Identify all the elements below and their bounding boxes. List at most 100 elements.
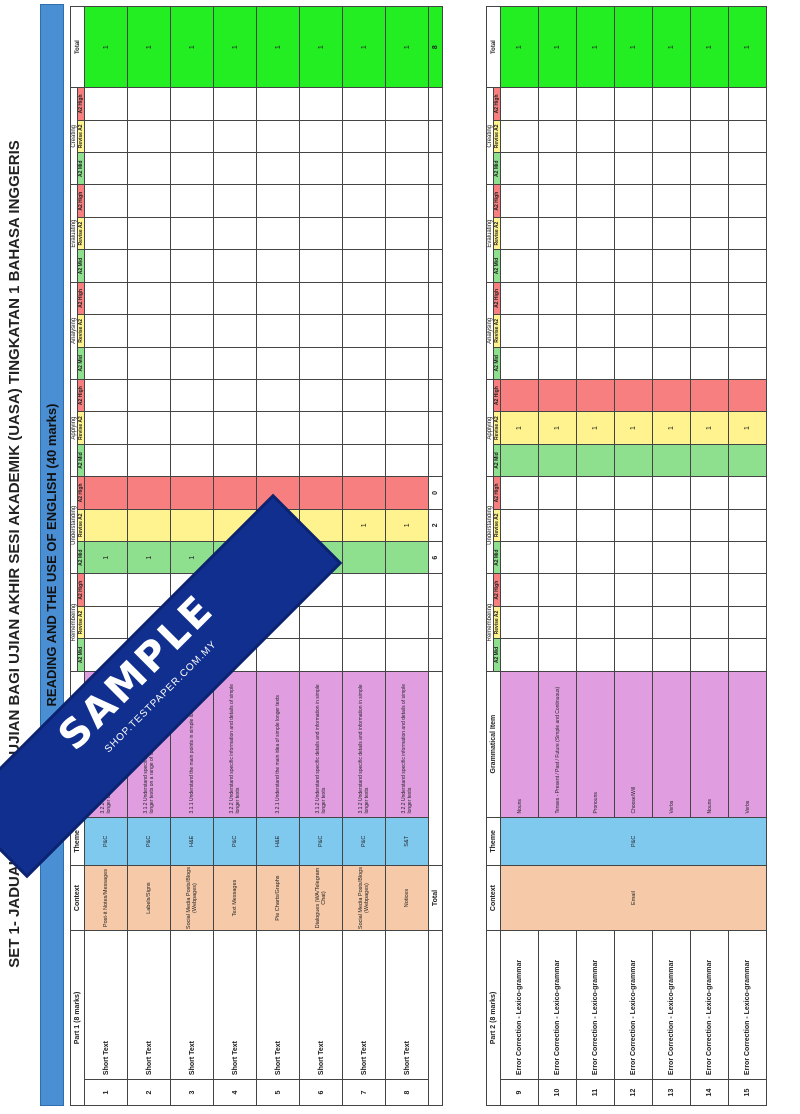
mark-a2-high: [127, 476, 171, 510]
empty-cell: [728, 476, 767, 510]
empty-cell: [428, 120, 443, 153]
question-number: 15: [728, 1079, 767, 1106]
mark-a2-high: [213, 476, 257, 510]
empty-cell: [652, 249, 691, 283]
empty-cell: [299, 411, 343, 445]
empty-cell: [728, 249, 767, 283]
learning-standard-cell: 3.2.1 Understand the main idea of simple…: [256, 671, 300, 818]
mark-a2-mid: [385, 541, 429, 574]
empty-cell: [299, 282, 343, 315]
empty-cell: [500, 120, 539, 153]
total-header: Total: [70, 6, 85, 88]
empty-cell: [342, 638, 386, 672]
table-row: 9 Error Correction - Lexico-grammar Email P…: [500, 6, 767, 1106]
level-revise-a2: Revise A2: [493, 411, 501, 445]
empty-cell: [652, 476, 691, 510]
grammatical-item-cell: Nouns: [500, 671, 539, 818]
question-number: 12: [614, 1079, 653, 1106]
row-total: 1: [84, 6, 128, 88]
empty-cell: [652, 87, 691, 121]
empty-cell: [213, 184, 257, 218]
category-applying: Applying: [486, 379, 494, 477]
empty-cell: [576, 87, 615, 121]
empty-cell: [690, 87, 729, 121]
empty-cell: [213, 314, 257, 348]
question-number: 2: [127, 1079, 171, 1106]
mark-a2-mid: [538, 444, 577, 477]
row-total: 1: [213, 6, 257, 88]
empty-cell: [127, 87, 171, 121]
mark-revise-a2: 1: [652, 411, 691, 445]
empty-cell: [84, 573, 128, 607]
mark-a2-high: [84, 476, 128, 510]
empty-cell: [385, 249, 429, 283]
table-row: 1 Short Text Post-it Notes/Messages P&C 3.2.…: [84, 6, 128, 1106]
empty-cell: [127, 249, 171, 283]
question-type: Error Correction - Lexico-grammar: [614, 930, 653, 1080]
empty-cell: [576, 217, 615, 250]
empty-cell: [500, 249, 539, 283]
row-total: 1: [299, 6, 343, 88]
empty-cell: [299, 249, 343, 283]
empty-cell: [690, 217, 729, 250]
empty-cell: [385, 638, 429, 672]
empty-cell: [538, 217, 577, 250]
empty-cell: [256, 411, 300, 445]
empty-cell: [299, 120, 343, 153]
empty-cell: [127, 152, 171, 185]
grammatical-item-cell: Choose/Will: [614, 671, 653, 818]
empty-cell: [500, 184, 539, 218]
question-number: 7: [342, 1079, 386, 1106]
mark-a2-mid: [690, 444, 729, 477]
category-applying: Applying: [70, 379, 78, 477]
empty-cell: [652, 314, 691, 348]
empty-cell: [538, 152, 577, 185]
empty-cell: [576, 249, 615, 283]
empty-cell: [127, 379, 171, 412]
context-cell: Notices: [385, 865, 429, 931]
empty-cell: [728, 120, 767, 153]
empty-cell: [538, 282, 577, 315]
empty-cell: [342, 152, 386, 185]
level-revise-a2: Revise A2: [493, 314, 501, 348]
level-a2-mid: A2 Mid: [77, 541, 85, 574]
empty-cell: [576, 541, 615, 574]
empty-cell: [170, 152, 214, 185]
empty-cell: [428, 606, 443, 639]
empty-cell: [576, 476, 615, 510]
empty-cell: [690, 638, 729, 672]
empty-cell: [299, 184, 343, 218]
mark-a2-high: [576, 379, 615, 412]
level-a2-mid: A2 Mid: [77, 638, 85, 672]
empty-cell: [614, 184, 653, 218]
mark-a2-mid: 1: [84, 541, 128, 574]
empty-cell: [614, 87, 653, 121]
empty-cell: [342, 120, 386, 153]
question-type: Error Correction - Lexico-grammar: [538, 930, 577, 1080]
empty-cell: [538, 249, 577, 283]
table-row: 14 Error Correction - Lexico-grammar Nouns…: [690, 6, 729, 1106]
level-a2-high: A2 High: [493, 282, 501, 315]
empty-cell: [652, 606, 691, 639]
question-type: Short Text: [385, 930, 429, 1080]
empty-cell: [538, 347, 577, 380]
empty-cell: [256, 152, 300, 185]
empty-cell: [127, 314, 171, 348]
empty-cell: [299, 87, 343, 121]
empty-cell: [428, 152, 443, 185]
row-total: 1: [576, 6, 615, 88]
mark-a2-high: [728, 379, 767, 412]
empty-cell: [652, 152, 691, 185]
part-header: Part 2 (8 marks): [486, 930, 501, 1106]
empty-cell: [299, 314, 343, 348]
section-banner: READING AND THE USE OF ENGLISH (40 marks…: [40, 4, 64, 1106]
empty-cell: [728, 87, 767, 121]
empty-cell: [299, 444, 343, 477]
mark-a2-mid: [500, 444, 539, 477]
context-cell: Social Media Posts/Blogs (Webpages): [342, 865, 386, 931]
empty-cell: [690, 314, 729, 348]
level-revise-a2: Revise A2: [77, 217, 85, 250]
empty-cell: [614, 509, 653, 542]
mark-revise-a2: 1: [500, 411, 539, 445]
